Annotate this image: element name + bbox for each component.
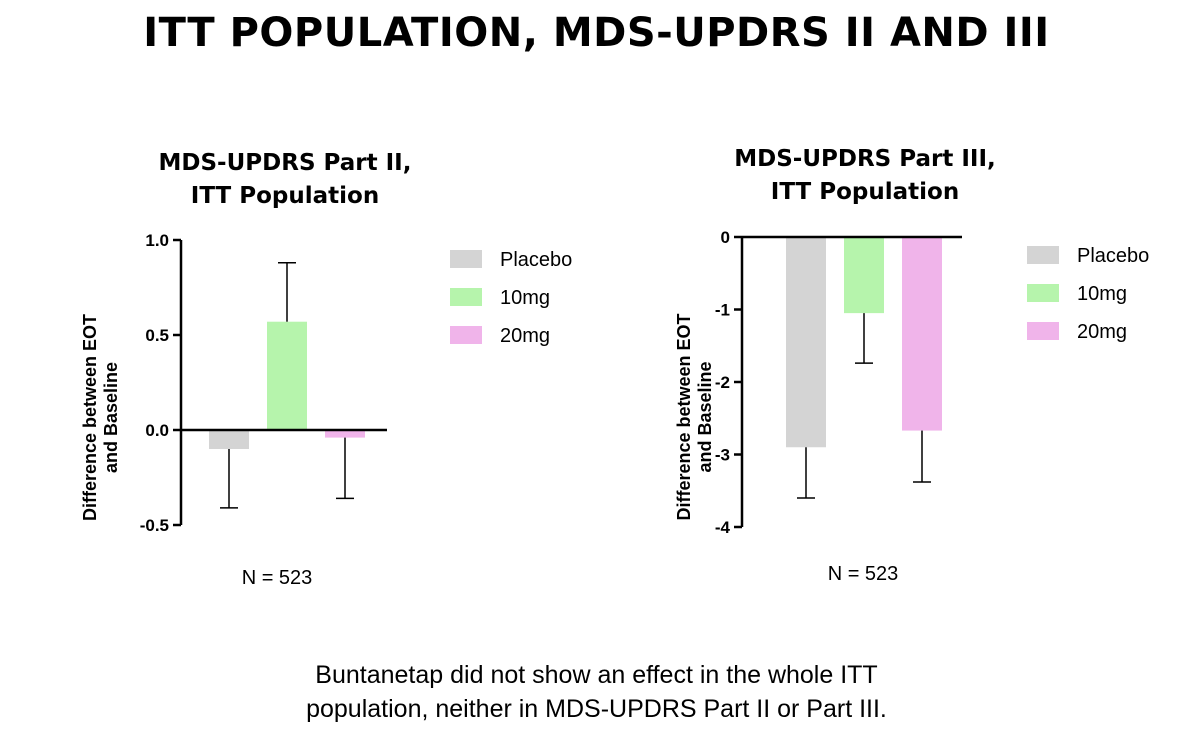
legend-swatch-placebo: [1027, 246, 1059, 264]
bar-20mg: [902, 237, 942, 431]
y-tick-label: -0.5: [140, 516, 169, 535]
legend-label-placebo: Placebo: [500, 249, 572, 271]
conclusion-line: Buntanetap did not show an effect in the…: [315, 661, 878, 689]
bar-20mg: [325, 430, 365, 438]
chart-title-line: ITT Population: [190, 183, 380, 209]
slide-title: ITT POPULATION, MDS-UPDRS II AND III: [143, 10, 1050, 56]
y-tick-label: -4: [715, 518, 731, 537]
conclusion-text: Buntanetap did not show an effect in the…: [100, 658, 1093, 726]
legend-swatch-placebo: [450, 250, 482, 268]
y-axis-title: Difference between EOTand Baseline: [674, 313, 715, 520]
y-axis-title-line: Difference between EOT: [80, 314, 100, 521]
sample-size-label-part-3: N = 523: [827, 563, 899, 585]
bar-10mg: [844, 237, 884, 314]
bar-10mg: [267, 321, 307, 430]
y-tick-label: 0: [721, 228, 730, 247]
legend-label-20mg: 20mg: [500, 325, 550, 347]
y-tick-label: 1.0: [145, 231, 169, 250]
y-tick-label: 0.0: [145, 421, 169, 440]
chart-title-part-3: MDS-UPDRS Part III, ITT Population: [700, 143, 1030, 209]
legend-label-20mg: 20mg: [1077, 321, 1127, 343]
legend-label-10mg: 10mg: [1077, 283, 1127, 305]
y-axis-title-line: and Baseline: [695, 361, 715, 472]
legend-swatch-20mg: [450, 326, 482, 344]
y-tick-label: 0.5: [145, 326, 169, 345]
bar-placebo: [786, 237, 826, 448]
sample-size-label-part-2: N = 523: [241, 567, 313, 589]
chart-title-part-2: MDS-UPDRS Part II, ITT Population: [120, 147, 450, 213]
bar-chart-part-2: 1.0 0.5 0.0 -0.5 Difference between EOTand B…: [80, 231, 572, 535]
y-tick-label: -1: [715, 301, 730, 320]
chart-title-line: ITT Population: [770, 179, 960, 205]
y-axis-title-line: and Baseline: [101, 362, 121, 473]
conclusion-line: population, neither in MDS-UPDRS Part II…: [306, 695, 887, 723]
legend-swatch-10mg: [450, 288, 482, 306]
legend-swatch-10mg: [1027, 284, 1059, 302]
y-axis-title-line: Difference between EOT: [674, 313, 694, 520]
legend-label-placebo: Placebo: [1077, 245, 1149, 267]
bar-placebo: [209, 430, 249, 449]
y-axis-title: Difference between EOTand Baseline: [80, 314, 121, 521]
y-tick-label: -3: [715, 446, 730, 465]
legend-label-10mg: 10mg: [500, 287, 550, 309]
chart-title-line: MDS-UPDRS Part III,: [734, 146, 996, 172]
legend-swatch-20mg: [1027, 322, 1059, 340]
chart-title-line: MDS-UPDRS Part II,: [158, 150, 412, 176]
y-tick-label: -2: [715, 373, 730, 392]
